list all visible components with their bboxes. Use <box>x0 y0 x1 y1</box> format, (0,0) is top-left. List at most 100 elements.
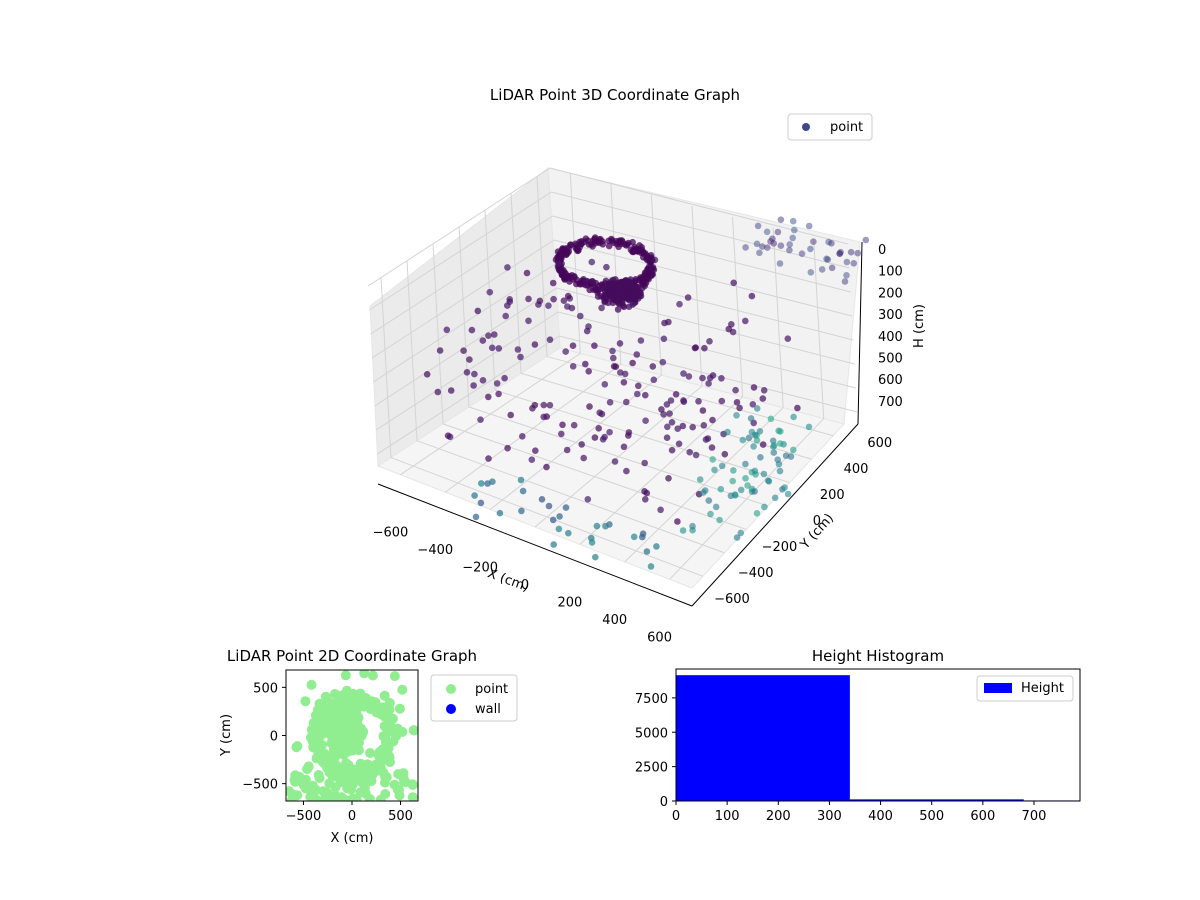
data-point-3d <box>757 454 764 461</box>
data-point-3d <box>588 539 596 546</box>
data-point-2d <box>322 787 333 798</box>
data-point-3d <box>578 441 585 448</box>
data-point-3d <box>592 553 599 561</box>
data-point-3d <box>777 216 785 223</box>
data-point-3d <box>850 260 858 267</box>
data-point-3d <box>558 430 565 438</box>
data-point-3d <box>478 480 485 487</box>
data-point-2d <box>325 716 335 726</box>
data-point-2d <box>341 736 352 747</box>
data-point-2d <box>379 690 390 701</box>
data-point-3d <box>843 258 851 266</box>
data-point-2d <box>408 725 418 736</box>
data-point-3d <box>649 363 657 370</box>
ticks-hist: 0 100 200 300 400 500 600 700 0 2500 5000 7500 <box>635 692 1046 824</box>
x-tick-label-hist: 100 <box>715 809 740 824</box>
data-point-3d <box>642 391 649 399</box>
data-point-3d <box>765 478 773 485</box>
grid-line-x-wall <box>650 195 662 376</box>
x-tick-mark <box>670 592 674 597</box>
data-point-3d <box>493 380 501 387</box>
data-point-3d <box>647 563 655 570</box>
data-point-3d <box>569 342 577 350</box>
data-point-3d <box>790 446 797 454</box>
grid-line-y-wall <box>458 226 470 408</box>
data-point-2d <box>347 723 358 734</box>
data-point-3d <box>742 317 749 325</box>
data-point-3d <box>615 243 622 251</box>
data-point-3d <box>685 373 693 380</box>
hist-bar <box>849 799 1024 801</box>
data-point-3d <box>549 516 557 524</box>
data-point-3d <box>770 240 778 247</box>
data-point-3d <box>629 359 636 367</box>
data-point-2d <box>378 731 389 742</box>
data-point-3d <box>463 369 471 376</box>
data-point-2d <box>331 793 342 801</box>
data-point-3d <box>471 492 478 499</box>
y-tick-label: 200 <box>820 488 845 503</box>
data-point-3d <box>756 249 763 257</box>
data-point-3d <box>660 411 667 418</box>
data-point-3d <box>847 248 855 256</box>
grid-line-z-side <box>371 239 555 359</box>
x-tick-label-hist: 600 <box>970 809 995 824</box>
y-tick-mark <box>698 591 704 593</box>
data-point-3d <box>583 278 590 286</box>
data-point-3d <box>643 548 651 555</box>
data-point-3d <box>709 372 717 379</box>
data-point-2d <box>290 770 301 781</box>
data-point-3d <box>434 388 442 396</box>
data-point-3d <box>643 268 650 276</box>
data-point-3d <box>699 374 706 382</box>
y-tick-mark <box>840 435 846 437</box>
x-tick-label: 200 <box>557 595 582 610</box>
x-axis-label-3d: X (cm) <box>485 566 531 595</box>
data-point-3d <box>502 312 510 320</box>
data-point-3d <box>739 436 747 444</box>
data-point-3d <box>562 348 569 355</box>
data-point-3d <box>625 296 633 303</box>
data-point-2d <box>367 670 378 681</box>
data-point-3d <box>597 292 605 300</box>
data-point-3d <box>588 258 596 266</box>
grid-line-y-wall <box>510 193 522 374</box>
data-point-2d <box>292 741 303 752</box>
grid-line-z-side <box>374 287 557 407</box>
data-point-3d <box>605 237 612 245</box>
data-point-2d <box>318 723 329 734</box>
data-point-2d <box>314 748 325 759</box>
data-point-3d <box>667 397 675 404</box>
data-point-2d <box>397 726 408 737</box>
data-point-2d <box>399 776 409 787</box>
data-point-3d <box>784 490 792 498</box>
data-point-3d <box>666 410 673 417</box>
data-point-3d <box>786 241 793 248</box>
data-point-3d <box>485 393 492 401</box>
grid-line-y <box>546 355 834 437</box>
y-tick-mark <box>769 513 775 515</box>
data-point-3d <box>485 332 492 340</box>
data-point-3d <box>709 456 716 463</box>
data-point-3d <box>748 292 756 300</box>
data-point-3d <box>724 428 731 436</box>
data-point-3d <box>486 288 494 296</box>
legend-hist: Height <box>976 675 1074 702</box>
y-tick-mark <box>745 539 751 541</box>
data-point-3d <box>477 416 484 424</box>
data-point-3d <box>781 484 788 491</box>
data-point-3d <box>717 485 725 493</box>
data-point-3d <box>606 428 613 436</box>
legend-2d-point-marker <box>446 684 456 694</box>
y-tick-mark <box>722 565 728 567</box>
data-point-2d <box>341 699 352 710</box>
data-point-3d <box>718 375 725 382</box>
data-point-2d <box>389 671 400 682</box>
data-point-3d <box>471 370 478 378</box>
data-point-3d <box>519 487 527 495</box>
data-point-3d <box>707 510 714 518</box>
data-point-3d <box>598 304 605 312</box>
data-point-3d <box>555 525 563 533</box>
data-point-2d <box>387 713 398 724</box>
data-point-3d <box>504 264 511 271</box>
